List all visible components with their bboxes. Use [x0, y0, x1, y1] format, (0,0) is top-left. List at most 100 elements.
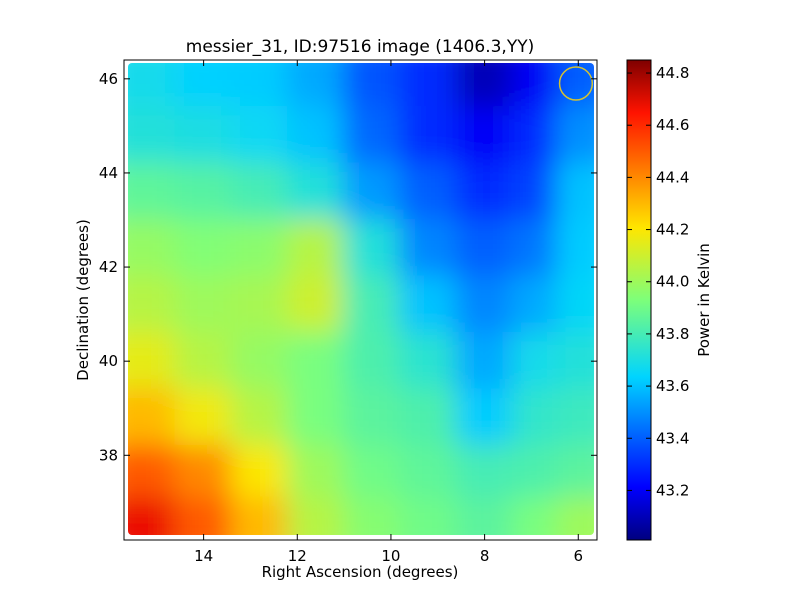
- heatmap-cell: [511, 275, 559, 334]
- heatmap-cell: [343, 496, 402, 535]
- heatmap-cell: [556, 331, 594, 391]
- colorbar-tick-label: 43.2: [656, 481, 689, 499]
- x-tick-label: 14: [194, 547, 213, 565]
- annotation-circle: [558, 66, 594, 101]
- x-axis-label: Right Ascension (degrees): [262, 563, 459, 581]
- heatmap-cell: [455, 388, 514, 447]
- heatmap-cell: [455, 331, 514, 391]
- heatmap-cell: [286, 219, 346, 278]
- heatmap-cell: [556, 444, 594, 499]
- heatmap-cell: [556, 388, 594, 447]
- chart-title: messier_31, ID:97516 image (1406.3,YY): [186, 37, 534, 57]
- y-tick-label: 38: [99, 446, 118, 464]
- heatmap-cell: [230, 275, 289, 334]
- heatmap-cell: [286, 63, 346, 109]
- heatmap-cell: [230, 106, 289, 165]
- heatmap-cell: [128, 496, 177, 535]
- heatmap-cell: [286, 106, 346, 165]
- annotation-layer: [558, 66, 594, 101]
- x-tick-label: 8: [480, 547, 490, 565]
- heatmap-cell: [174, 275, 233, 334]
- x-tick-label: 10: [381, 547, 400, 565]
- y-tick-label: 42: [99, 258, 118, 276]
- heatmap-cell: [399, 444, 458, 499]
- heatmap-cell: [128, 275, 177, 334]
- heatmap-cell: [343, 63, 402, 109]
- y-tick-label: 40: [99, 352, 118, 370]
- colorbar-tick-label: 44.2: [656, 221, 689, 239]
- heatmap-cell: [230, 63, 289, 109]
- heatmap-cell: [343, 162, 402, 221]
- heatmap-cell: [286, 331, 346, 391]
- colorbar-label: Power in Kelvin: [695, 243, 713, 357]
- heatmap-cell: [174, 331, 233, 391]
- plot-frame: [123, 59, 598, 541]
- heatmap-cell: [286, 275, 346, 334]
- heatmap-cell: [286, 496, 346, 535]
- heatmap-cell: [511, 496, 559, 535]
- heatmap-cell: [128, 331, 177, 391]
- colorbar-tick-label: 44.6: [656, 116, 689, 134]
- heatmap-cell: [343, 331, 402, 391]
- heatmap-cells: [128, 63, 594, 535]
- heatmap-cell: [128, 106, 177, 165]
- heatmap-cell: [230, 444, 289, 499]
- heatmap-cell: [399, 106, 458, 165]
- heatmap-cell: [455, 63, 514, 109]
- heatmap-cell: [174, 162, 233, 221]
- heatmap-cell: [174, 63, 233, 109]
- colorbar-tick-label: 43.6: [656, 377, 689, 395]
- colorbar-tick-label: 44.4: [656, 168, 689, 186]
- colorbar-tick-label: 43.8: [656, 325, 689, 343]
- heatmap-cell: [230, 219, 289, 278]
- y-tick-label: 46: [99, 70, 118, 88]
- heatmap-cell: [556, 219, 594, 278]
- heatmap-cell: [399, 63, 458, 109]
- heatmap-cell: [286, 388, 346, 447]
- heatmap-cell: [230, 496, 289, 535]
- heatmap-cell: [174, 496, 233, 535]
- heatmap-cell: [343, 219, 402, 278]
- heatmap-cell: [455, 219, 514, 278]
- heatmap-cell: [128, 63, 177, 109]
- heatmap-cell: [128, 219, 177, 278]
- heatmap-cell: [399, 219, 458, 278]
- heatmap-cell: [174, 388, 233, 447]
- axis-ticks: 14 12 10 8 6 38 40 42 44 46: [99, 60, 597, 565]
- heatmap-cell: [455, 444, 514, 499]
- heatmap-cell: [511, 388, 559, 447]
- heatmap-cell: [343, 388, 402, 447]
- heatmap-cell: [230, 331, 289, 391]
- colorbar-tick-label: 44.8: [656, 64, 689, 82]
- heatmap-cell: [128, 444, 177, 499]
- heatmap-cell: [399, 388, 458, 447]
- heatmap-cell: [511, 106, 559, 165]
- heatmap-cell: [455, 162, 514, 221]
- heatmap-cell: [174, 219, 233, 278]
- heatmap-cell: [455, 275, 514, 334]
- colorbar-tick-label: 44.0: [656, 273, 689, 291]
- heatmap-cell: [455, 106, 514, 165]
- heatmap-cell: [511, 331, 559, 391]
- heatmap-cell: [511, 162, 559, 221]
- heatmap-cell: [128, 388, 177, 447]
- heatmap-cell: [343, 106, 402, 165]
- heatmap-cell: [399, 275, 458, 334]
- y-axis-label: Declination (degrees): [74, 219, 92, 381]
- colorbar: [626, 59, 652, 541]
- heatmap-cell: [343, 275, 402, 334]
- heatmap-cell: [399, 331, 458, 391]
- heatmap-cell: [230, 388, 289, 447]
- colorbar-ticks: 43.2 43.4 43.6 43.8 44.0 44.2 44.4 44.6 44.8: [627, 64, 689, 499]
- heatmap-cell: [399, 496, 458, 535]
- heatmap-cell: [556, 162, 594, 221]
- x-tick-label: 6: [573, 547, 583, 565]
- heatmap-cell: [556, 496, 594, 535]
- heatmap-cell: [511, 219, 559, 278]
- heatmap-cell: [174, 444, 233, 499]
- heatmap-cell: [399, 162, 458, 221]
- x-tick-label: 12: [288, 547, 307, 565]
- heatmap-cell: [286, 162, 346, 221]
- y-tick-label: 44: [99, 164, 118, 182]
